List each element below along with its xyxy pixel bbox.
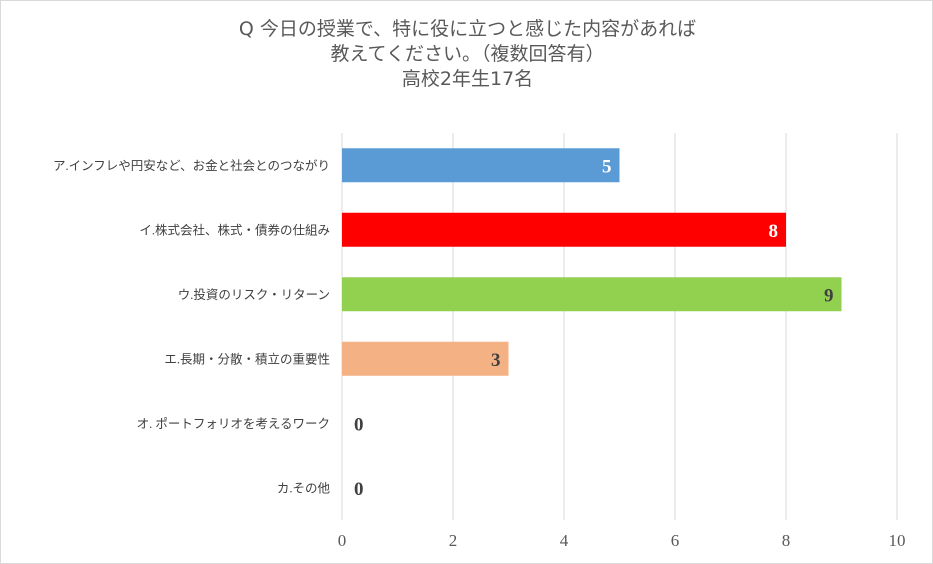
bar-0: [342, 148, 620, 183]
x-tick-label-0: 0: [338, 531, 347, 550]
data-label-3: 3: [491, 350, 501, 371]
category-label-2: ウ.投資のリスク・リターン: [178, 287, 330, 302]
x-tick-label-3: 6: [671, 531, 680, 550]
x-tick-label-5: 10: [889, 531, 906, 550]
title-line-2: 教えてください。（複数回答有）: [330, 43, 605, 65]
category-label-4: オ. ポートフォリオを考えるワーク: [137, 417, 330, 431]
category-label-1: イ.株式会社、株式・債券の仕組み: [139, 222, 330, 237]
data-label-5: 0: [354, 479, 364, 500]
title-line-3: 高校2年生17名: [401, 68, 534, 90]
x-tick-label-2: 4: [560, 531, 569, 550]
data-label-0: 5: [602, 156, 612, 177]
bar-3: [342, 341, 509, 376]
category-label-0: ア.インフレや円安など、お金と社会とのつながり: [53, 158, 330, 173]
category-label-3: エ.長期・分散・積立の重要性: [164, 351, 330, 366]
category-label-5: カ.その他: [277, 481, 331, 495]
title-line-1: Q 今日の授業で、特に役に立つと感じた内容があれば: [238, 18, 697, 40]
data-label-4: 0: [354, 414, 364, 435]
data-label-1: 8: [769, 221, 779, 242]
bar-2: [342, 277, 842, 312]
bar-1: [342, 212, 786, 247]
data-label-2: 9: [824, 285, 834, 306]
x-tick-label-4: 8: [782, 531, 791, 550]
x-tick-label-1: 2: [449, 531, 458, 550]
chart-title: Q 今日の授業で、特に役に立つと感じた内容があれば 教えてください。（複数回答有…: [1, 17, 933, 92]
